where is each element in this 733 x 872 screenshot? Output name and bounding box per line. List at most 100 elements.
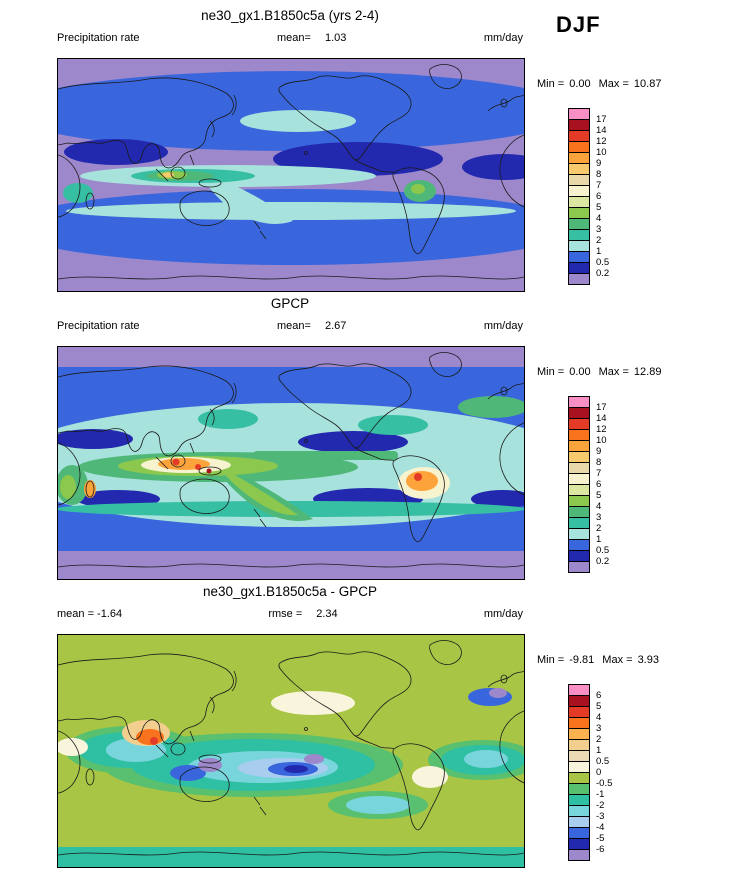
colorbar-tick-label: -4 xyxy=(596,822,605,833)
min-value: -9.81 xyxy=(569,654,595,666)
diff-contours xyxy=(58,635,524,867)
colorbar-tick-label: 0.5 xyxy=(596,545,610,556)
precip-contours xyxy=(58,347,524,579)
map-obs xyxy=(57,346,525,580)
colorbar-tick-label: 4 xyxy=(596,501,602,512)
colorbar: 17 14 12 10 9 8 7 6 5 4 3 2 1 0.5 0.2 xyxy=(568,108,638,285)
min-value: 0.00 xyxy=(569,78,591,90)
precip-contours xyxy=(58,59,524,291)
map-diff xyxy=(57,634,525,868)
colorbar-tick-label: 5 xyxy=(596,202,602,213)
stats-row: Precipitation rate mean= 1.03 mm/day xyxy=(57,32,523,44)
max-value: 3.93 xyxy=(637,654,659,666)
panel-model: ne30_gx1.B1850c5a (yrs 2-4) Precipitatio… xyxy=(0,8,733,300)
rmse-label: rmse = xyxy=(268,608,303,620)
units-label: mm/day xyxy=(483,320,523,332)
panel-diff: ne30_gx1.B1850c5a - GPCP mean = -1.64 rm… xyxy=(0,584,733,872)
rmse-value: 2.34 xyxy=(316,608,338,620)
season-label: DJF xyxy=(556,12,601,37)
colorbar: 6 5 4 3 2 1 0.5 0 -0.5 -1 -2 -3 -4 -5 -6 xyxy=(568,684,638,861)
map-diff-svg xyxy=(58,635,524,867)
mean-stat: mean= 2.67 xyxy=(277,320,346,332)
mean-label: mean= xyxy=(277,320,311,332)
colorbar-tick-label: -0.5 xyxy=(596,778,613,789)
mean-diff-label: mean = -1.64 xyxy=(57,608,123,620)
colorbar-tick-label: 6 xyxy=(596,191,602,202)
colorbar-tick-label: 7 xyxy=(596,468,602,479)
min-label: Min = xyxy=(537,78,565,90)
colorbar-tick-label: 12 xyxy=(596,136,607,147)
colorbar-tick-label: 4 xyxy=(596,712,602,723)
colorbar-tick-label: 1 xyxy=(596,534,602,545)
minmax-row: Min = 0.00 Max = 12.89 xyxy=(537,366,661,378)
colorbar-tick-label: 5 xyxy=(596,701,602,712)
colorbar-tick-label: 4 xyxy=(596,213,602,224)
max-label: Max = xyxy=(598,78,629,90)
colorbar-tick-label: 10 xyxy=(596,435,607,446)
colorbar-tick-label: 3 xyxy=(596,512,602,523)
max-label: Max = xyxy=(598,366,629,378)
colorbar-tick-label: 6 xyxy=(596,479,602,490)
colorbar-tick-label: 17 xyxy=(596,114,607,125)
colorbar-tick-label: 3 xyxy=(596,723,602,734)
min-label: Min = xyxy=(537,366,565,378)
stats-row: Precipitation rate mean= 2.67 mm/day xyxy=(57,320,523,332)
colorbar-tick-label: 2 xyxy=(596,523,602,534)
mean-label: mean= xyxy=(277,32,311,44)
colorbar-tick-label: 2 xyxy=(596,235,602,246)
variable-label: Precipitation rate xyxy=(57,320,140,332)
mean-value: 1.03 xyxy=(324,32,347,44)
colorbar-tick-label: 5 xyxy=(596,490,602,501)
colorbar-tick-label: -5 xyxy=(596,833,605,844)
colorbar-tick-label: 14 xyxy=(596,413,607,424)
colorbar-tick-label: 9 xyxy=(596,158,602,169)
panel-title: GPCP xyxy=(270,296,310,311)
colorbar-tick-label: 3 xyxy=(596,224,602,235)
colorbar-tick-label: 8 xyxy=(596,169,602,180)
colorbar-tick-label: 6 xyxy=(596,690,602,701)
colorbar-tick-label: -2 xyxy=(596,800,605,811)
colorbar-tick-label: 0 xyxy=(596,767,602,778)
colorbar: 17 14 12 10 9 8 7 6 5 4 3 2 1 0.5 0.2 xyxy=(568,396,638,573)
colorbar-tick-label: 10 xyxy=(596,147,607,158)
colorbar-tick-label: 1 xyxy=(596,745,602,756)
rmse-stat: rmse = 2.34 xyxy=(268,608,337,620)
colorbar-tick-label: 0.2 xyxy=(596,268,610,279)
colorbar-tick-label: -6 xyxy=(596,844,605,855)
colorbar-tick-label: -1 xyxy=(596,789,605,800)
max-value: 10.87 xyxy=(633,78,662,90)
minmax-row: Min = 0.00 Max = 10.87 xyxy=(537,78,661,90)
colorbar-tick-label: 8 xyxy=(596,457,602,468)
panel-title: ne30_gx1.B1850c5a (yrs 2-4) xyxy=(201,8,379,23)
colorbar-tick-label: 2 xyxy=(596,734,602,745)
colorbar-box xyxy=(568,561,590,573)
stats-row: mean = -1.64 rmse = 2.34 mm/day xyxy=(57,608,523,620)
units-label: mm/day xyxy=(483,32,523,44)
max-value: 12.89 xyxy=(633,366,662,378)
colorbar-tick-label: -3 xyxy=(596,811,605,822)
variable-label: Precipitation rate xyxy=(57,32,140,44)
colorbar-tick-label: 0.5 xyxy=(596,756,610,767)
colorbar-tick-label: 1 xyxy=(596,246,602,257)
max-label: Max = xyxy=(602,654,633,666)
map-model-svg xyxy=(58,59,524,291)
colorbar-tick-label: 7 xyxy=(596,180,602,191)
mean-value: 2.67 xyxy=(324,320,347,332)
units-label: mm/day xyxy=(483,608,523,620)
min-value: 0.00 xyxy=(569,366,591,378)
map-obs-svg xyxy=(58,347,524,579)
colorbar-box xyxy=(568,849,590,861)
colorbar-tick-label: 0.5 xyxy=(596,257,610,268)
colorbar-box xyxy=(568,273,590,285)
colorbar-tick-label: 0.2 xyxy=(596,556,610,567)
colorbar-tick-label: 12 xyxy=(596,424,607,435)
colorbar-tick-label: 14 xyxy=(596,125,607,136)
panel-obs: GPCP Precipitation rate mean= 2.67 mm/day xyxy=(0,296,733,588)
mean-stat: mean= 1.03 xyxy=(277,32,346,44)
colorbar-tick-label: 9 xyxy=(596,446,602,457)
colorbar-tick-label: 17 xyxy=(596,402,607,413)
minmax-row: Min = -9.81 Max = 3.93 xyxy=(537,654,659,666)
min-label: Min = xyxy=(537,654,565,666)
panel-title: ne30_gx1.B1850c5a - GPCP xyxy=(202,584,378,599)
